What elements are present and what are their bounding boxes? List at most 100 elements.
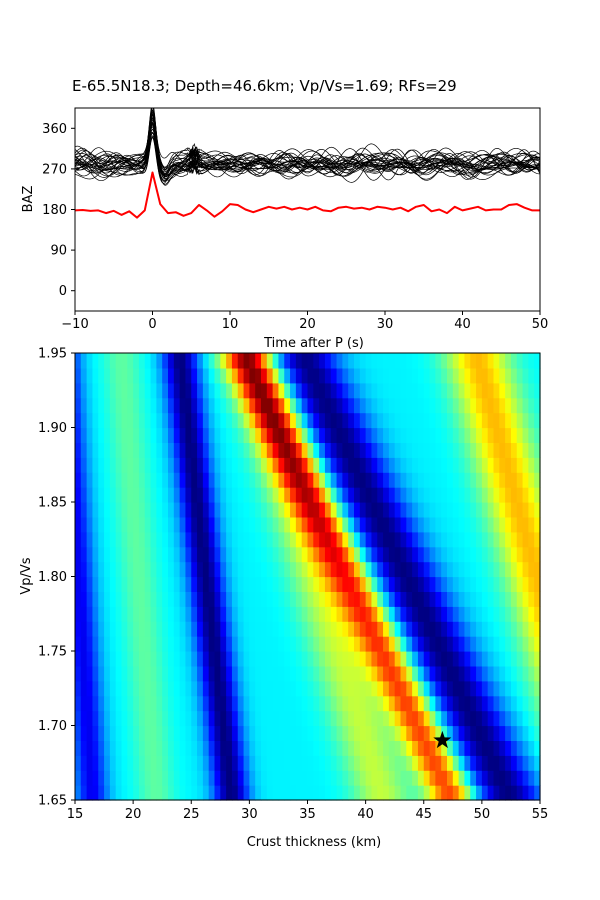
hk-cell bbox=[278, 442, 285, 458]
hk-cell bbox=[505, 665, 512, 682]
hk-cell bbox=[220, 457, 227, 473]
hk-cell bbox=[295, 546, 303, 563]
hk-cell bbox=[394, 457, 402, 473]
hk-cell bbox=[429, 710, 436, 727]
hk-y-tick-label: 1.95 bbox=[38, 347, 67, 362]
hk-cell bbox=[441, 546, 448, 563]
hk-cell bbox=[359, 516, 367, 533]
hk-cell bbox=[138, 636, 146, 652]
hk-cell bbox=[109, 621, 117, 637]
hk-cell bbox=[487, 770, 495, 786]
hk-cell bbox=[249, 576, 256, 592]
hk-cell bbox=[365, 785, 373, 801]
hk-cell bbox=[115, 412, 123, 429]
hk-cell bbox=[261, 710, 268, 727]
hk-cell bbox=[354, 353, 361, 369]
hk-cell bbox=[115, 591, 123, 607]
hk-cell bbox=[487, 516, 495, 533]
hk-cell bbox=[197, 427, 204, 443]
hk-cell bbox=[307, 516, 314, 533]
hk-cell bbox=[319, 665, 326, 682]
hk-cell bbox=[383, 367, 390, 384]
hk-cell bbox=[476, 725, 483, 741]
hk-cell bbox=[441, 636, 448, 652]
hk-cell bbox=[493, 546, 500, 563]
hk-cell bbox=[476, 561, 483, 578]
hk-cell bbox=[92, 770, 99, 786]
hk-cell bbox=[86, 382, 94, 399]
hk-cell bbox=[348, 785, 355, 801]
hk-cell bbox=[354, 427, 361, 443]
hk-cell bbox=[342, 636, 349, 652]
hk-cell bbox=[313, 382, 320, 399]
hk-cell bbox=[104, 651, 111, 667]
hk-cell bbox=[295, 442, 303, 458]
hk-cell bbox=[295, 695, 303, 712]
hk-cell bbox=[156, 621, 163, 637]
hk-cell bbox=[197, 472, 204, 488]
hk-cell bbox=[330, 561, 338, 578]
hk-cell bbox=[359, 502, 367, 518]
hk-cell bbox=[80, 397, 88, 414]
hk-cell bbox=[348, 665, 355, 682]
hk-cell bbox=[441, 382, 448, 399]
hk-cell bbox=[202, 710, 210, 727]
hk-cell bbox=[505, 412, 512, 429]
hk-cell bbox=[505, 695, 512, 712]
hk-cell bbox=[470, 576, 477, 592]
hk-cell bbox=[278, 606, 285, 622]
hk-cell bbox=[278, 621, 285, 637]
hk-cell bbox=[80, 725, 88, 741]
hk-cell bbox=[522, 367, 529, 384]
hk-cell bbox=[313, 591, 320, 607]
hk-cell bbox=[185, 412, 192, 429]
hk-cell bbox=[324, 502, 332, 518]
hk-cell bbox=[80, 427, 88, 443]
hk-cell bbox=[185, 367, 192, 384]
hk-cell bbox=[295, 785, 303, 801]
hk-cell bbox=[272, 397, 280, 414]
hk-cell bbox=[406, 472, 413, 488]
hk-cell bbox=[394, 651, 402, 667]
hk-cell bbox=[324, 725, 332, 741]
hk-cell bbox=[516, 576, 524, 592]
hk-cell bbox=[348, 442, 355, 458]
hk-cell bbox=[214, 755, 221, 771]
hk-cell bbox=[528, 502, 535, 518]
hk-cell bbox=[104, 561, 111, 578]
hk-cell bbox=[255, 785, 262, 801]
hk-cell bbox=[109, 755, 117, 771]
hk-cell bbox=[261, 606, 268, 622]
hk-cell bbox=[336, 561, 343, 578]
hk-cell bbox=[156, 546, 163, 563]
hk-cell bbox=[156, 695, 163, 712]
hk-cell bbox=[179, 591, 187, 607]
hk-cell bbox=[202, 502, 210, 518]
hk-cell bbox=[237, 770, 245, 786]
hk-cell bbox=[319, 397, 326, 414]
hk-cell bbox=[476, 442, 483, 458]
hk-cell bbox=[377, 382, 384, 399]
hk-cell bbox=[528, 740, 535, 756]
hk-cell bbox=[307, 576, 314, 592]
hk-cell bbox=[371, 427, 378, 443]
hk-cell bbox=[470, 725, 477, 741]
hk-cell bbox=[168, 665, 175, 682]
hk-cell bbox=[423, 427, 431, 443]
hk-cell bbox=[342, 442, 349, 458]
hk-cell bbox=[441, 665, 448, 682]
hk-cell bbox=[458, 412, 466, 429]
hk-cell bbox=[516, 680, 524, 697]
hk-cell bbox=[220, 487, 227, 503]
hk-cell bbox=[423, 651, 431, 667]
hk-cell bbox=[168, 472, 175, 488]
hk-cell bbox=[516, 427, 524, 443]
hk-cell bbox=[429, 412, 436, 429]
hk-cell bbox=[470, 785, 477, 801]
hk-cell bbox=[510, 695, 518, 712]
hk-cell bbox=[452, 442, 460, 458]
hk-cell bbox=[208, 561, 216, 578]
hk-cell bbox=[290, 412, 297, 429]
hk-cell bbox=[522, 531, 529, 548]
hk-cell bbox=[185, 397, 192, 414]
